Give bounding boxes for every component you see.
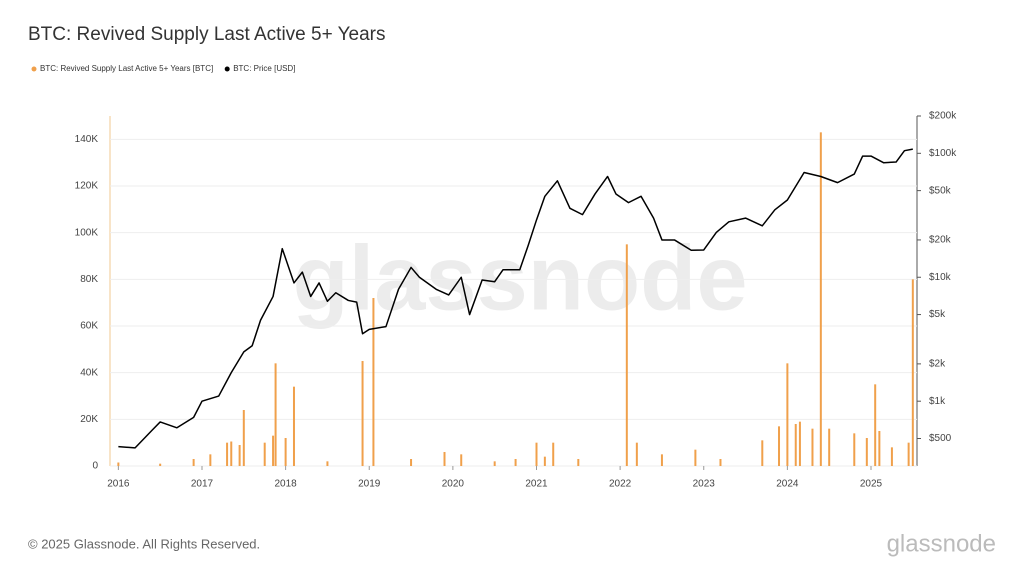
x-tick-label: 2020 [442,479,465,490]
supply-bar [874,384,877,466]
y-tick-label: 120K [75,181,99,192]
y-tick-label: 80K [80,274,98,285]
supply-bar [625,244,628,466]
x-tick-label: 2018 [274,479,297,490]
chart-title: BTC: Revived Supply Last Active 5+ Years [28,24,386,45]
supply-bar [635,442,638,466]
y-tick-label: 20K [80,414,98,425]
y-tick-label: 60K [80,321,98,332]
supply-bar [292,386,295,466]
supply-bar [159,463,162,466]
supply-bar [660,454,663,466]
y-tick-label: 140K [75,134,99,145]
legend-marker [224,66,230,72]
supply-bar [543,456,546,466]
supply-bar [719,459,722,466]
supply-bar [242,410,245,466]
supply-bar [209,454,212,466]
legend-marker [31,66,37,72]
supply-bar [192,459,195,466]
supply-bar [786,363,789,466]
y2-tick-label: $500 [929,433,952,444]
supply-bar [274,363,277,466]
supply-bar [778,426,781,466]
supply-bar [514,459,517,466]
x-tick-label: 2025 [860,479,883,490]
footer: © 2025 Glassnode. All Rights Reserved. [28,536,260,551]
price-line [118,148,913,449]
y-tick-label: 0 [92,461,98,472]
supply-bar [890,447,893,466]
supply-bar [761,440,764,466]
y2-tick-label: $1k [929,396,946,407]
supply-bar [284,438,287,466]
supply-bar [853,433,856,466]
supply-bar [819,132,822,467]
x-tick-label: 2024 [776,479,799,490]
y-tick-label: 100K [75,227,99,238]
supply-bar [230,441,233,466]
y2-tick-label: $2k [929,359,946,370]
supply-bar [443,452,446,466]
supply-bar [226,442,229,466]
x-tick-label: 2022 [609,479,632,490]
supply-bar [326,461,329,466]
legend-label: BTC: Revived Supply Last Active 5+ Years… [40,64,213,73]
x-tick-label: 2021 [525,479,548,490]
supply-bar [410,459,413,466]
y2-tick-label: $100k [929,148,957,159]
y2-tick-label: $200k [929,111,957,122]
supply-bar [117,462,120,466]
y2-tick-label: $5k [929,309,946,320]
supply-bar [535,442,538,466]
watermark: glassnode [292,227,747,329]
supply-bar [694,449,697,466]
supply-bar [577,459,580,466]
logo: glassnode [887,530,996,557]
y2-tick-label: $20k [929,235,952,246]
supply-bar [865,438,868,466]
x-tick-label: 2017 [191,479,214,490]
y-tick-label: 40K [80,367,98,378]
x-tick-label: 2016 [107,479,130,490]
supply-bar [272,435,275,466]
supply-bar [361,361,364,466]
supply-bar [907,442,910,466]
supply-bar [552,442,555,466]
supply-bar [911,279,914,466]
supply-bar [811,428,814,466]
supply-bar [798,421,801,466]
supply-bar [493,461,496,466]
x-tick-label: 2019 [358,479,381,490]
supply-bar [794,424,797,466]
supply-bar [372,298,375,466]
supply-bar [238,445,241,466]
supply-bar [263,442,266,466]
legend-label: BTC: Price [USD] [233,64,295,73]
y2-tick-label: $50k [929,185,952,196]
supply-bar [828,428,831,466]
supply-bar [460,454,463,466]
supply-bar [878,431,881,466]
x-tick-label: 2023 [693,479,716,490]
y2-tick-label: $10k [929,272,952,283]
